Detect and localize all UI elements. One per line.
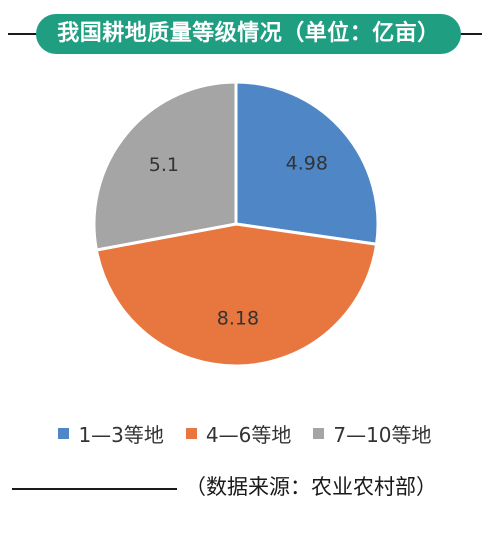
source-text: （数据来源：农业农村部）	[185, 475, 437, 499]
chart-legend: 1—3等地 4—6等地 7—10等地	[0, 418, 490, 448]
legend-item-1-3: 1—3等地	[58, 419, 164, 448]
title-rule-left	[8, 33, 42, 35]
title-rule-right	[452, 33, 482, 35]
legend-label-1-3: 1—3等地	[78, 422, 164, 447]
legend-item-7-10: 7—10等地	[313, 419, 432, 448]
chart-title: 我国耕地质量等级情况（单位：亿亩）	[36, 14, 461, 54]
pie-slice-7-10	[92, 80, 238, 252]
source-note: （数据来源：农业农村部）	[0, 472, 490, 502]
legend-item-4-6: 4—6等地	[185, 419, 292, 448]
legend-swatch-7-10	[313, 427, 325, 439]
source-rule	[12, 488, 177, 490]
chart-title-banner: 我国耕地质量等级情况（单位：亿亩）	[0, 14, 490, 54]
data-label-1-3: 4.98	[286, 153, 328, 175]
legend-swatch-1-3	[58, 427, 70, 439]
data-label-7-10: 5.1	[149, 154, 179, 176]
pie-slice-4-6	[94, 222, 379, 368]
legend-label-7-10: 7—10等地	[333, 422, 432, 447]
pie-chart: 4.98 8.18 5.1	[92, 80, 380, 368]
pie-slice-1-3	[234, 80, 380, 246]
legend-label-4-6: 4—6等地	[205, 422, 292, 447]
legend-swatch-4-6	[185, 427, 197, 439]
data-label-4-6: 8.18	[217, 308, 259, 330]
